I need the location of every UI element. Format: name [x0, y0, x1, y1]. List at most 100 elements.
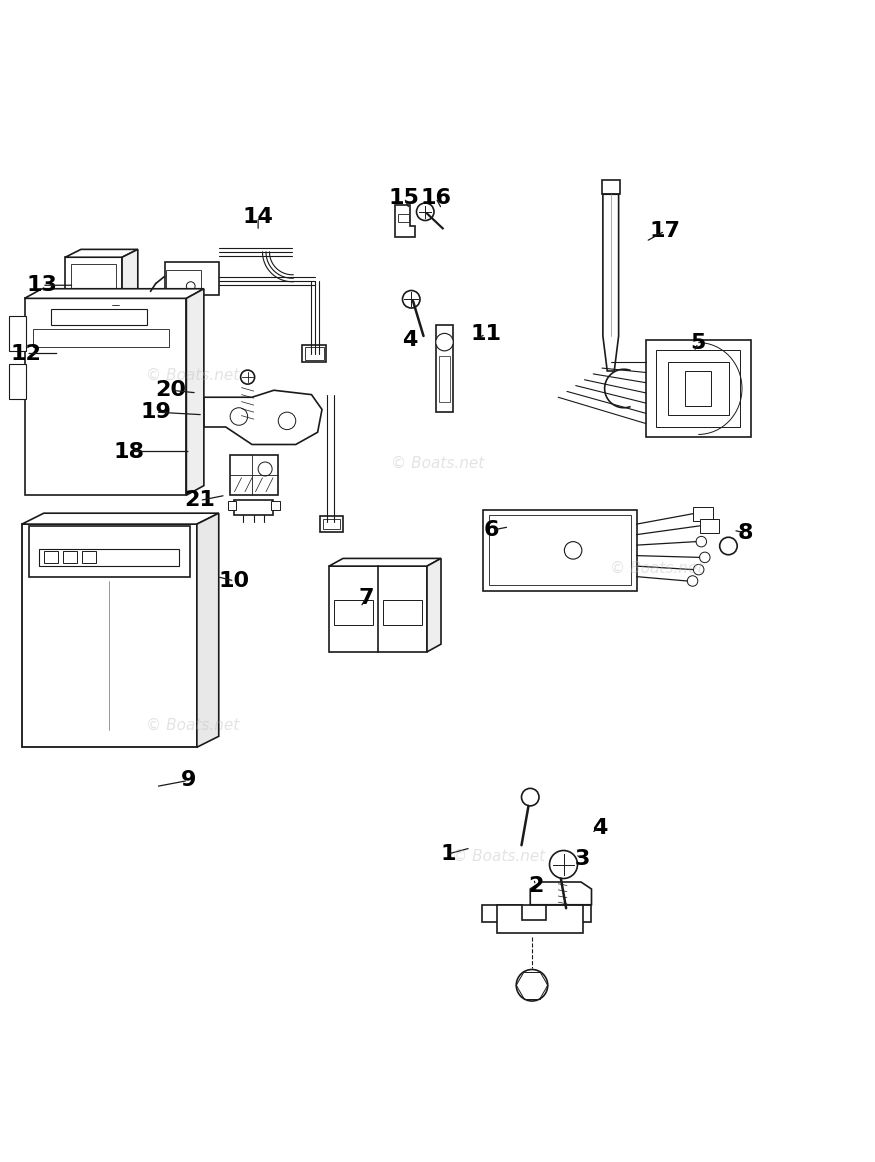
Text: © Boats.net: © Boats.net [146, 718, 239, 733]
Circle shape [550, 851, 578, 878]
Bar [33, 329, 169, 346]
Polygon shape [64, 320, 139, 328]
Text: 5: 5 [690, 333, 706, 353]
Circle shape [230, 408, 248, 425]
Text: 16: 16 [420, 188, 452, 208]
Circle shape [241, 371, 255, 385]
Bar [320, 516, 343, 532]
Bar [9, 316, 26, 351]
Bar [24, 299, 186, 495]
Circle shape [186, 281, 195, 290]
Text: 10: 10 [219, 571, 250, 591]
Polygon shape [22, 514, 219, 524]
Bar [51, 309, 147, 324]
Text: © Boats.net: © Boats.net [146, 368, 239, 382]
Circle shape [278, 413, 296, 430]
Polygon shape [436, 324, 453, 413]
Bar [9, 364, 26, 399]
Bar [483, 510, 637, 590]
Bar [439, 356, 450, 402]
Polygon shape [329, 559, 441, 566]
Bar [97, 375, 104, 392]
Text: 13: 13 [26, 275, 58, 295]
Bar [82, 551, 96, 562]
Bar [230, 456, 278, 495]
Text: 4: 4 [402, 330, 417, 351]
Text: 12: 12 [10, 344, 42, 364]
Circle shape [700, 552, 710, 562]
Bar [29, 526, 190, 576]
Bar [694, 507, 713, 521]
Text: 3: 3 [574, 849, 590, 869]
Bar [44, 551, 58, 562]
Text: © Boats.net: © Boats.net [452, 849, 545, 865]
Text: 9: 9 [180, 770, 196, 790]
Bar [71, 375, 78, 392]
Polygon shape [530, 882, 592, 905]
Circle shape [402, 290, 420, 308]
Text: © Boats.net: © Boats.net [391, 456, 484, 471]
Bar [39, 548, 179, 566]
Bar [64, 328, 123, 375]
Text: 20: 20 [155, 380, 186, 400]
Bar [63, 551, 77, 562]
Polygon shape [197, 514, 219, 747]
Polygon shape [186, 288, 204, 495]
Bar [66, 257, 123, 310]
Text: 8: 8 [738, 523, 753, 543]
Bar [668, 363, 729, 415]
Bar [304, 347, 324, 359]
Circle shape [564, 541, 582, 559]
Bar [164, 261, 219, 295]
Bar [383, 601, 422, 625]
Text: 19: 19 [140, 402, 172, 422]
Polygon shape [396, 205, 415, 237]
Bar [602, 180, 620, 194]
Polygon shape [482, 905, 592, 923]
Circle shape [522, 788, 539, 806]
Bar [323, 519, 340, 530]
Bar [685, 371, 711, 406]
Bar [234, 500, 273, 516]
Polygon shape [66, 250, 138, 257]
Text: 18: 18 [114, 442, 145, 461]
Bar [85, 296, 102, 307]
Circle shape [696, 537, 707, 547]
Circle shape [688, 575, 698, 587]
Text: 17: 17 [649, 221, 681, 241]
Bar [109, 375, 116, 392]
Bar [656, 350, 740, 426]
Text: 7: 7 [358, 588, 374, 609]
Text: 6: 6 [484, 521, 500, 540]
Text: © Boats.net: © Boats.net [610, 560, 703, 575]
Text: 15: 15 [388, 188, 420, 208]
Bar [228, 501, 236, 510]
Text: 1: 1 [440, 844, 456, 865]
Bar [83, 375, 90, 392]
Bar [302, 345, 326, 363]
Text: 14: 14 [242, 207, 274, 227]
Bar [646, 340, 751, 437]
Circle shape [516, 969, 548, 1000]
Polygon shape [123, 320, 139, 375]
Polygon shape [603, 194, 619, 371]
Bar [329, 566, 427, 652]
Bar [22, 524, 197, 747]
Circle shape [80, 338, 98, 356]
Polygon shape [24, 288, 204, 299]
Polygon shape [427, 559, 441, 652]
Circle shape [258, 462, 272, 476]
Circle shape [694, 565, 704, 575]
Bar [334, 601, 373, 625]
Bar [700, 519, 719, 533]
Circle shape [416, 203, 434, 221]
Bar [398, 214, 410, 222]
Text: 21: 21 [184, 490, 215, 510]
Polygon shape [123, 250, 138, 310]
Bar [488, 516, 632, 586]
Circle shape [719, 537, 737, 554]
Polygon shape [497, 905, 583, 933]
Bar [166, 271, 201, 293]
Bar [271, 501, 280, 510]
Polygon shape [204, 390, 322, 445]
